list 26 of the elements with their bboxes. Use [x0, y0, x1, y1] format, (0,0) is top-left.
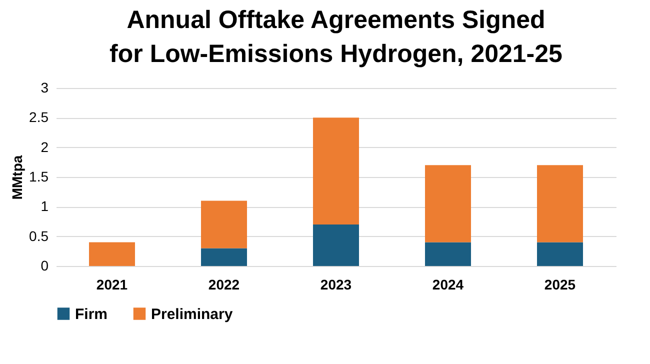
y-tick-label: 0	[40, 258, 49, 274]
x-tick-label: 2024	[432, 276, 464, 292]
y-tick-label: 2	[40, 138, 49, 155]
bar	[313, 118, 359, 224]
y-tick-label: 1.5	[29, 168, 49, 184]
x-tick-label: 2025	[544, 276, 576, 292]
y-tick-label: 3	[40, 80, 49, 96]
text: Annual Offtake Agreements Signed	[126, 6, 546, 34]
bar	[537, 165, 583, 242]
bar	[537, 242, 583, 266]
bar	[201, 200, 247, 248]
legend-label: Firm	[75, 306, 108, 323]
x-tick-label: 2021	[96, 276, 128, 292]
x-tick-label: 2022	[208, 276, 240, 292]
bar	[313, 224, 359, 266]
bar	[425, 165, 471, 242]
y-axis-title: MMtpa	[9, 155, 26, 200]
text: for Low-Emissions Hydrogen, 2021-25	[110, 40, 562, 68]
y-tick-label: 2.5	[29, 109, 49, 126]
y-tick-label: 1	[40, 198, 49, 214]
x-tick-label: 2023	[320, 276, 352, 292]
bar	[89, 242, 135, 266]
bar	[201, 248, 247, 266]
y-tick-label: 0.5	[29, 228, 49, 244]
legend-label: Preliminary	[151, 306, 234, 323]
bar	[425, 242, 471, 266]
